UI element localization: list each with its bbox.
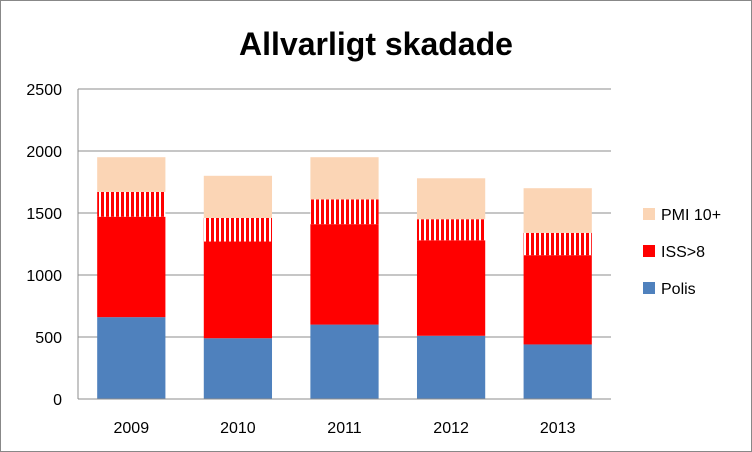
y-tick-label: 0 bbox=[53, 392, 62, 409]
x-tick-label: 2010 bbox=[220, 420, 256, 437]
bar-segment bbox=[523, 344, 592, 399]
bar-segment bbox=[97, 157, 166, 192]
y-tick-label: 2000 bbox=[26, 144, 62, 161]
bar-segment bbox=[523, 188, 592, 233]
bar-segment bbox=[203, 241, 273, 339]
x-tick-label: 2009 bbox=[114, 420, 150, 437]
bar-segment bbox=[97, 191, 166, 217]
y-tick-label: 1500 bbox=[26, 206, 62, 223]
legend-label: PMI 10+ bbox=[661, 207, 721, 224]
y-tick-label: 2500 bbox=[26, 82, 62, 99]
bar-segment bbox=[203, 175, 273, 218]
x-tick-label: 2011 bbox=[327, 420, 362, 437]
bars bbox=[97, 157, 592, 399]
legend: PMI 10+ ISS>8 Polis bbox=[643, 207, 721, 298]
bar-segment bbox=[416, 240, 486, 336]
bar-segment bbox=[97, 317, 166, 399]
bar-segment bbox=[523, 255, 592, 345]
bar-segment bbox=[523, 232, 592, 256]
chart-title: Allvarligt skadade bbox=[239, 26, 513, 62]
legend-swatch bbox=[643, 245, 655, 257]
bar-segment bbox=[203, 217, 273, 242]
bar-segment bbox=[416, 178, 486, 220]
legend-label: Polis bbox=[661, 281, 696, 298]
bar-segment bbox=[97, 216, 166, 318]
x-axis: 2009 2010 2011 2012 2013 bbox=[78, 398, 611, 437]
bar-segment bbox=[203, 338, 273, 399]
legend-label: ISS>8 bbox=[661, 244, 705, 261]
bar-segment bbox=[310, 157, 379, 200]
y-tick-label: 500 bbox=[35, 330, 62, 347]
legend-swatch bbox=[643, 282, 655, 294]
x-tick-label: 2012 bbox=[433, 420, 469, 437]
bar-segment bbox=[310, 324, 379, 399]
bar-segment bbox=[416, 335, 486, 399]
y-tick-label: 1000 bbox=[26, 268, 62, 285]
legend-swatch bbox=[643, 208, 655, 220]
x-tick-label: 2013 bbox=[540, 420, 576, 437]
bar-segment bbox=[310, 224, 379, 325]
y-axis: 0 500 1000 1500 2000 2500 bbox=[26, 82, 79, 409]
bar-segment bbox=[310, 199, 379, 225]
bar-segment bbox=[416, 219, 486, 241]
